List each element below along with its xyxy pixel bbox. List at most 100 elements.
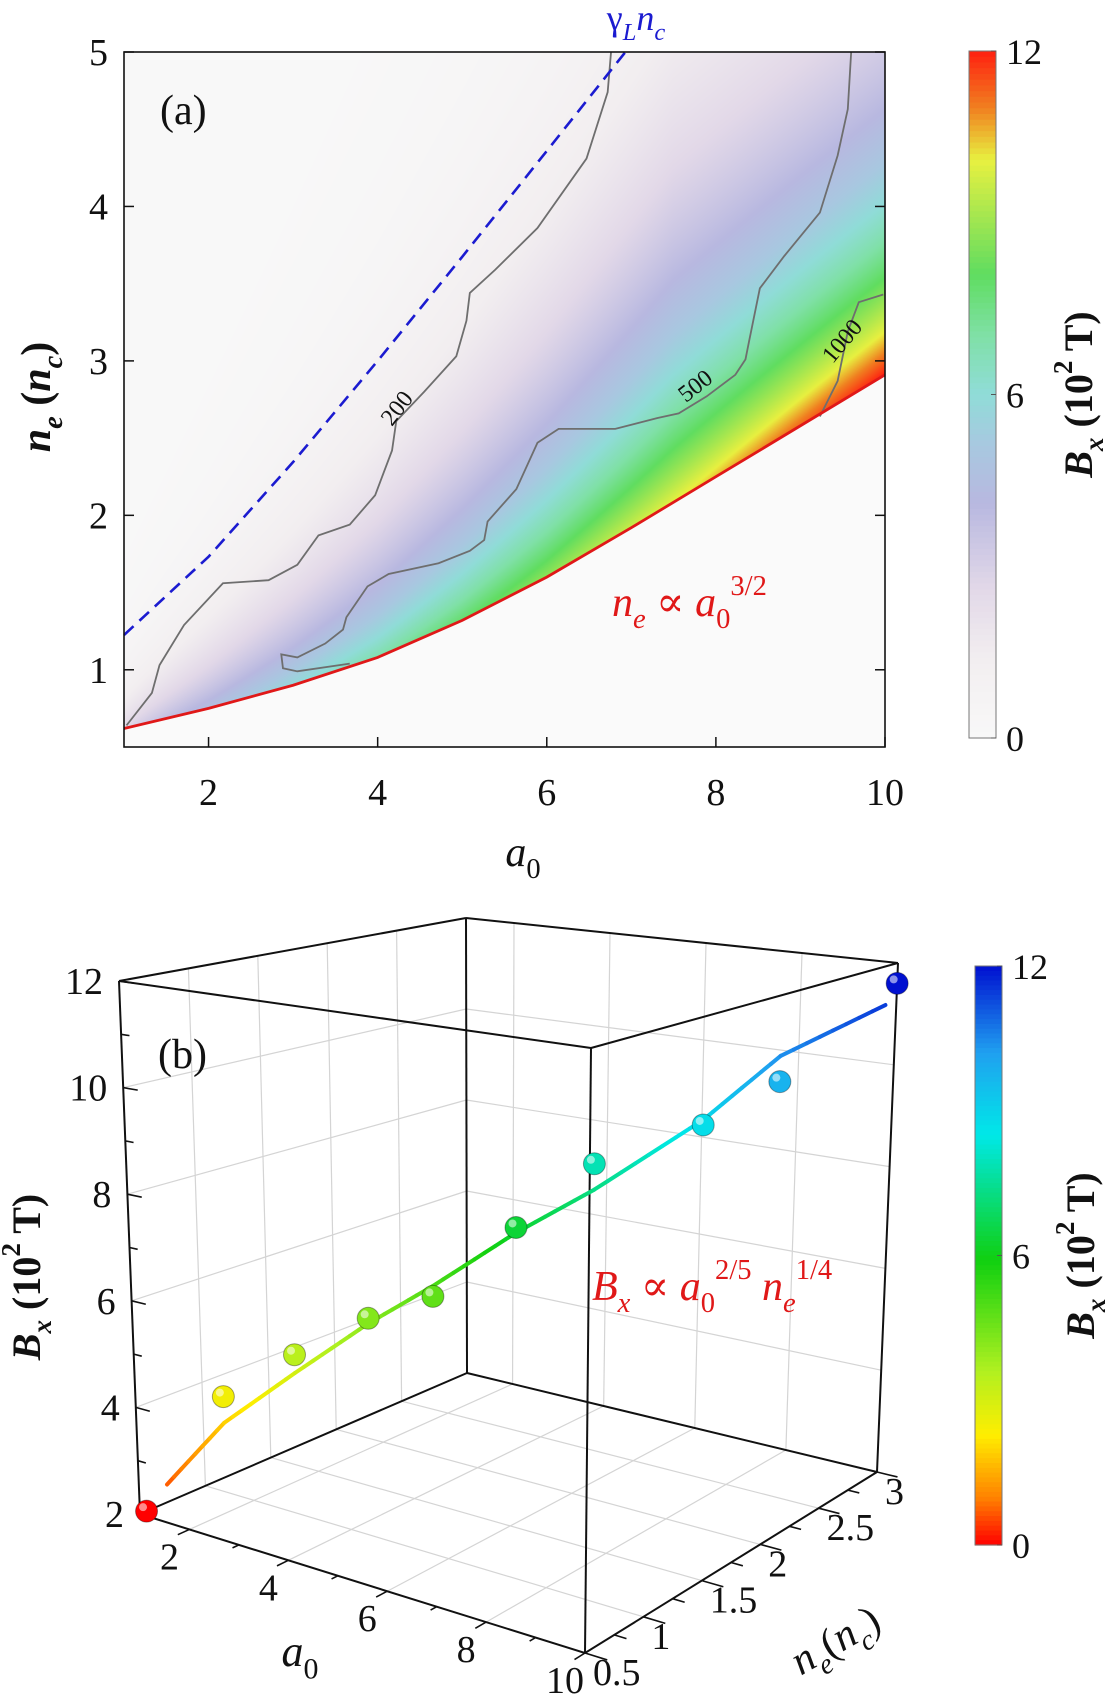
y-tick xyxy=(789,1525,802,1531)
colorbar-swatch xyxy=(969,657,996,665)
colorbar-swatch xyxy=(969,148,996,155)
colorbar-swatch xyxy=(969,400,996,407)
colorbar-swatch xyxy=(975,1472,1002,1479)
colorbar-swatch xyxy=(969,543,996,550)
label-segment: x xyxy=(1081,1298,1105,1313)
data-point xyxy=(356,1306,380,1330)
label-segment: (10 xyxy=(1056,374,1101,437)
colorbar-swatch xyxy=(975,1385,1002,1392)
heatmap-a xyxy=(124,52,885,747)
colorbar-swatch xyxy=(969,526,996,533)
fit-curve-segment xyxy=(778,1047,796,1058)
fit-curve-segment xyxy=(674,1126,692,1140)
grid-line xyxy=(257,955,272,1458)
colorbar-swatch xyxy=(975,1462,1002,1469)
colorbar-swatch xyxy=(969,606,996,613)
colorbar-swatch xyxy=(969,108,996,115)
label-segment: ∝ xyxy=(630,1264,679,1310)
y-tick-label: 0.5 xyxy=(593,1652,641,1694)
grid-line xyxy=(401,1400,819,1509)
colorbar-swatch xyxy=(975,1424,1002,1430)
label-segment: L xyxy=(622,19,637,46)
y-tick-label: 3 xyxy=(885,1471,904,1513)
label-segment: a xyxy=(282,1627,304,1676)
fit-curve-segment xyxy=(857,1009,875,1020)
fit-curve-segment xyxy=(844,1015,862,1027)
colorbar-swatch xyxy=(975,1115,1002,1121)
label-segment: c xyxy=(38,355,69,368)
label-segment: x xyxy=(1079,437,1105,452)
colorbar-swatch xyxy=(969,62,996,69)
y-tick-label: 4 xyxy=(89,186,108,228)
sphere-highlight xyxy=(889,975,898,984)
colorbar-swatch xyxy=(975,1371,1002,1377)
colorbar-swatch xyxy=(969,331,996,338)
colorbar-swatch xyxy=(969,675,996,682)
label-segment: 3/2 xyxy=(730,571,766,602)
x-tick xyxy=(276,1559,289,1567)
colorbar-swatch xyxy=(969,715,996,722)
z-tick-label: 8 xyxy=(92,1174,111,1216)
colorbar-swatch xyxy=(969,354,996,361)
colorbar-swatch xyxy=(969,428,996,436)
y-tick xyxy=(613,1634,627,1640)
fit-curve-segment xyxy=(462,1257,477,1269)
colorbar-swatch xyxy=(975,1434,1002,1440)
sphere-highlight xyxy=(508,1219,517,1228)
colorbar-swatch xyxy=(975,1081,1002,1088)
y-tick-label: 2 xyxy=(89,495,108,537)
label-segment: ) xyxy=(14,342,60,356)
colorbar-swatch xyxy=(975,1086,1002,1093)
fit-curve-segment xyxy=(592,1179,610,1192)
fit-curve-segment xyxy=(472,1250,487,1262)
colorbar-swatch xyxy=(975,1178,1002,1184)
fit-curve-segment xyxy=(759,1061,773,1074)
colorbar-swatch xyxy=(969,154,996,161)
colorbar-swatch xyxy=(975,1294,1002,1300)
label-segment xyxy=(752,1264,763,1310)
colorbar-swatch xyxy=(975,1496,1002,1503)
box-edge xyxy=(466,1372,878,1473)
z-tick xyxy=(125,1140,134,1144)
colorbar-swatch xyxy=(975,1390,1002,1397)
colorbar-tick-label: 12 xyxy=(1006,32,1042,72)
colorbar-swatch xyxy=(975,1076,1002,1083)
colorbar-swatch xyxy=(975,1168,1002,1175)
colorbar-swatch xyxy=(969,285,996,293)
gamma-nc-annotation: γLnc xyxy=(606,0,666,46)
colorbar-swatch xyxy=(975,1091,1002,1097)
colorbar-swatch xyxy=(969,417,996,424)
colorbar-swatch xyxy=(969,554,996,562)
colorbar-swatch xyxy=(975,1366,1002,1372)
colorbar-swatch xyxy=(969,102,996,109)
colorbar-swatch xyxy=(975,1110,1002,1117)
colorbar-swatch xyxy=(975,1265,1002,1271)
colorbar-swatch xyxy=(969,73,996,81)
y-tick-label: 2 xyxy=(768,1543,787,1585)
grid-line xyxy=(326,943,337,1430)
colorbar-swatch xyxy=(969,51,996,58)
z-tick xyxy=(131,1300,146,1306)
colorbar-swatch xyxy=(969,623,996,630)
colorbar-swatch xyxy=(975,1173,1002,1179)
colorbar-tick-label: 0 xyxy=(1012,1526,1030,1566)
colorbar-swatch xyxy=(969,629,996,636)
plot-frame-a xyxy=(123,51,886,748)
grid-line xyxy=(288,1405,604,1561)
y-axis-label-a: ne (nc) xyxy=(14,342,69,453)
label-segment: 0 xyxy=(716,604,730,635)
label-segment: B xyxy=(1058,1312,1103,1340)
sphere-body xyxy=(135,1499,159,1523)
colorbar-swatch xyxy=(975,1159,1002,1165)
colorbar-swatch xyxy=(975,1236,1002,1242)
z-tick xyxy=(135,1406,151,1413)
colorbar-swatch xyxy=(969,451,996,459)
colorbar-swatch xyxy=(969,634,996,642)
x-axis-label-a: a0 xyxy=(505,830,540,885)
colorbar-swatch xyxy=(969,371,996,378)
label-segment: (10 xyxy=(1058,1235,1103,1298)
y-tick xyxy=(847,1489,860,1494)
contour-label: 1000 xyxy=(817,315,868,368)
colorbar-swatch xyxy=(975,1352,1002,1358)
panel-label-a: (a) xyxy=(160,88,207,134)
